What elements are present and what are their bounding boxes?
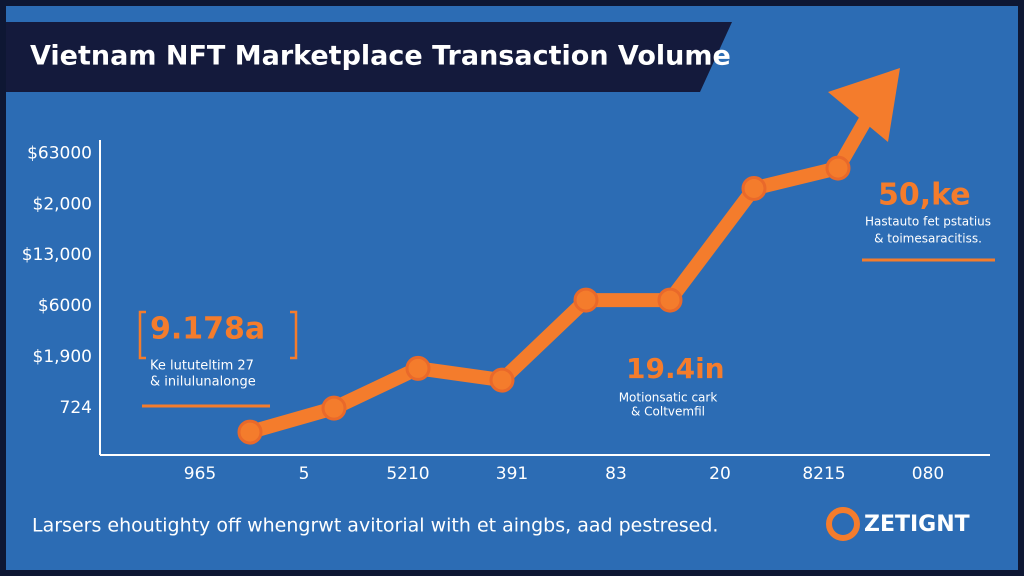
x-tick-label: 965 <box>184 464 216 484</box>
x-tick-label: 080 <box>912 464 944 484</box>
x-tick-label: 20 <box>709 464 731 484</box>
point <box>741 175 767 201</box>
annotation-value: 50,ke <box>878 178 971 213</box>
line <box>248 161 840 439</box>
logo-text: ZETIGNT <box>864 512 970 537</box>
annotation-text: Motionsatic cark <box>619 391 718 405</box>
y-tick-label: $2,000 <box>33 194 92 214</box>
annotation-bracket <box>138 310 298 360</box>
annotation-value: 9.178a <box>150 312 265 347</box>
annotation-text: & inilulunalonge <box>150 375 256 390</box>
point <box>489 367 515 393</box>
annotation-value: 19.4in <box>626 352 725 385</box>
point <box>825 155 851 181</box>
x-tick-label: 391 <box>496 464 528 484</box>
x-tick-label: 8215 <box>802 464 845 484</box>
point <box>573 287 599 313</box>
point <box>321 395 347 421</box>
x-tick-label: 83 <box>605 464 627 484</box>
annotation-text: Ke lututeltim 27 <box>150 359 254 374</box>
y-tick-label: $63000 <box>27 143 92 163</box>
chart-title: Vietnam NFT Marketplace Transaction Volu… <box>30 41 731 72</box>
footer-text: Larsers ehoutighty off whengrwt avitoria… <box>32 515 718 537</box>
y-tick-label: $13,000 <box>22 245 92 265</box>
point <box>405 355 431 381</box>
point <box>237 419 263 445</box>
annotation-text: Hastauto fet pstatius <box>865 215 991 229</box>
title-banner <box>6 22 732 92</box>
annotation-text: & Coltvemfil <box>631 405 705 419</box>
y-tick-label: $6000 <box>38 296 92 316</box>
plot: 724 $1,900 $6000 $13,000 $2,000 $63000 965 5 521… <box>22 68 944 484</box>
x-tick-label: 5210 <box>386 464 429 484</box>
y-tick-label: $1,900 <box>33 347 92 367</box>
logo-icon <box>826 507 860 541</box>
x-tick-label: 5 <box>299 464 310 484</box>
arrow-head <box>828 68 900 142</box>
annotation-text: & toimesaracitiss. <box>874 232 982 246</box>
point <box>657 287 683 313</box>
y-tick-label: 724 <box>60 398 92 418</box>
